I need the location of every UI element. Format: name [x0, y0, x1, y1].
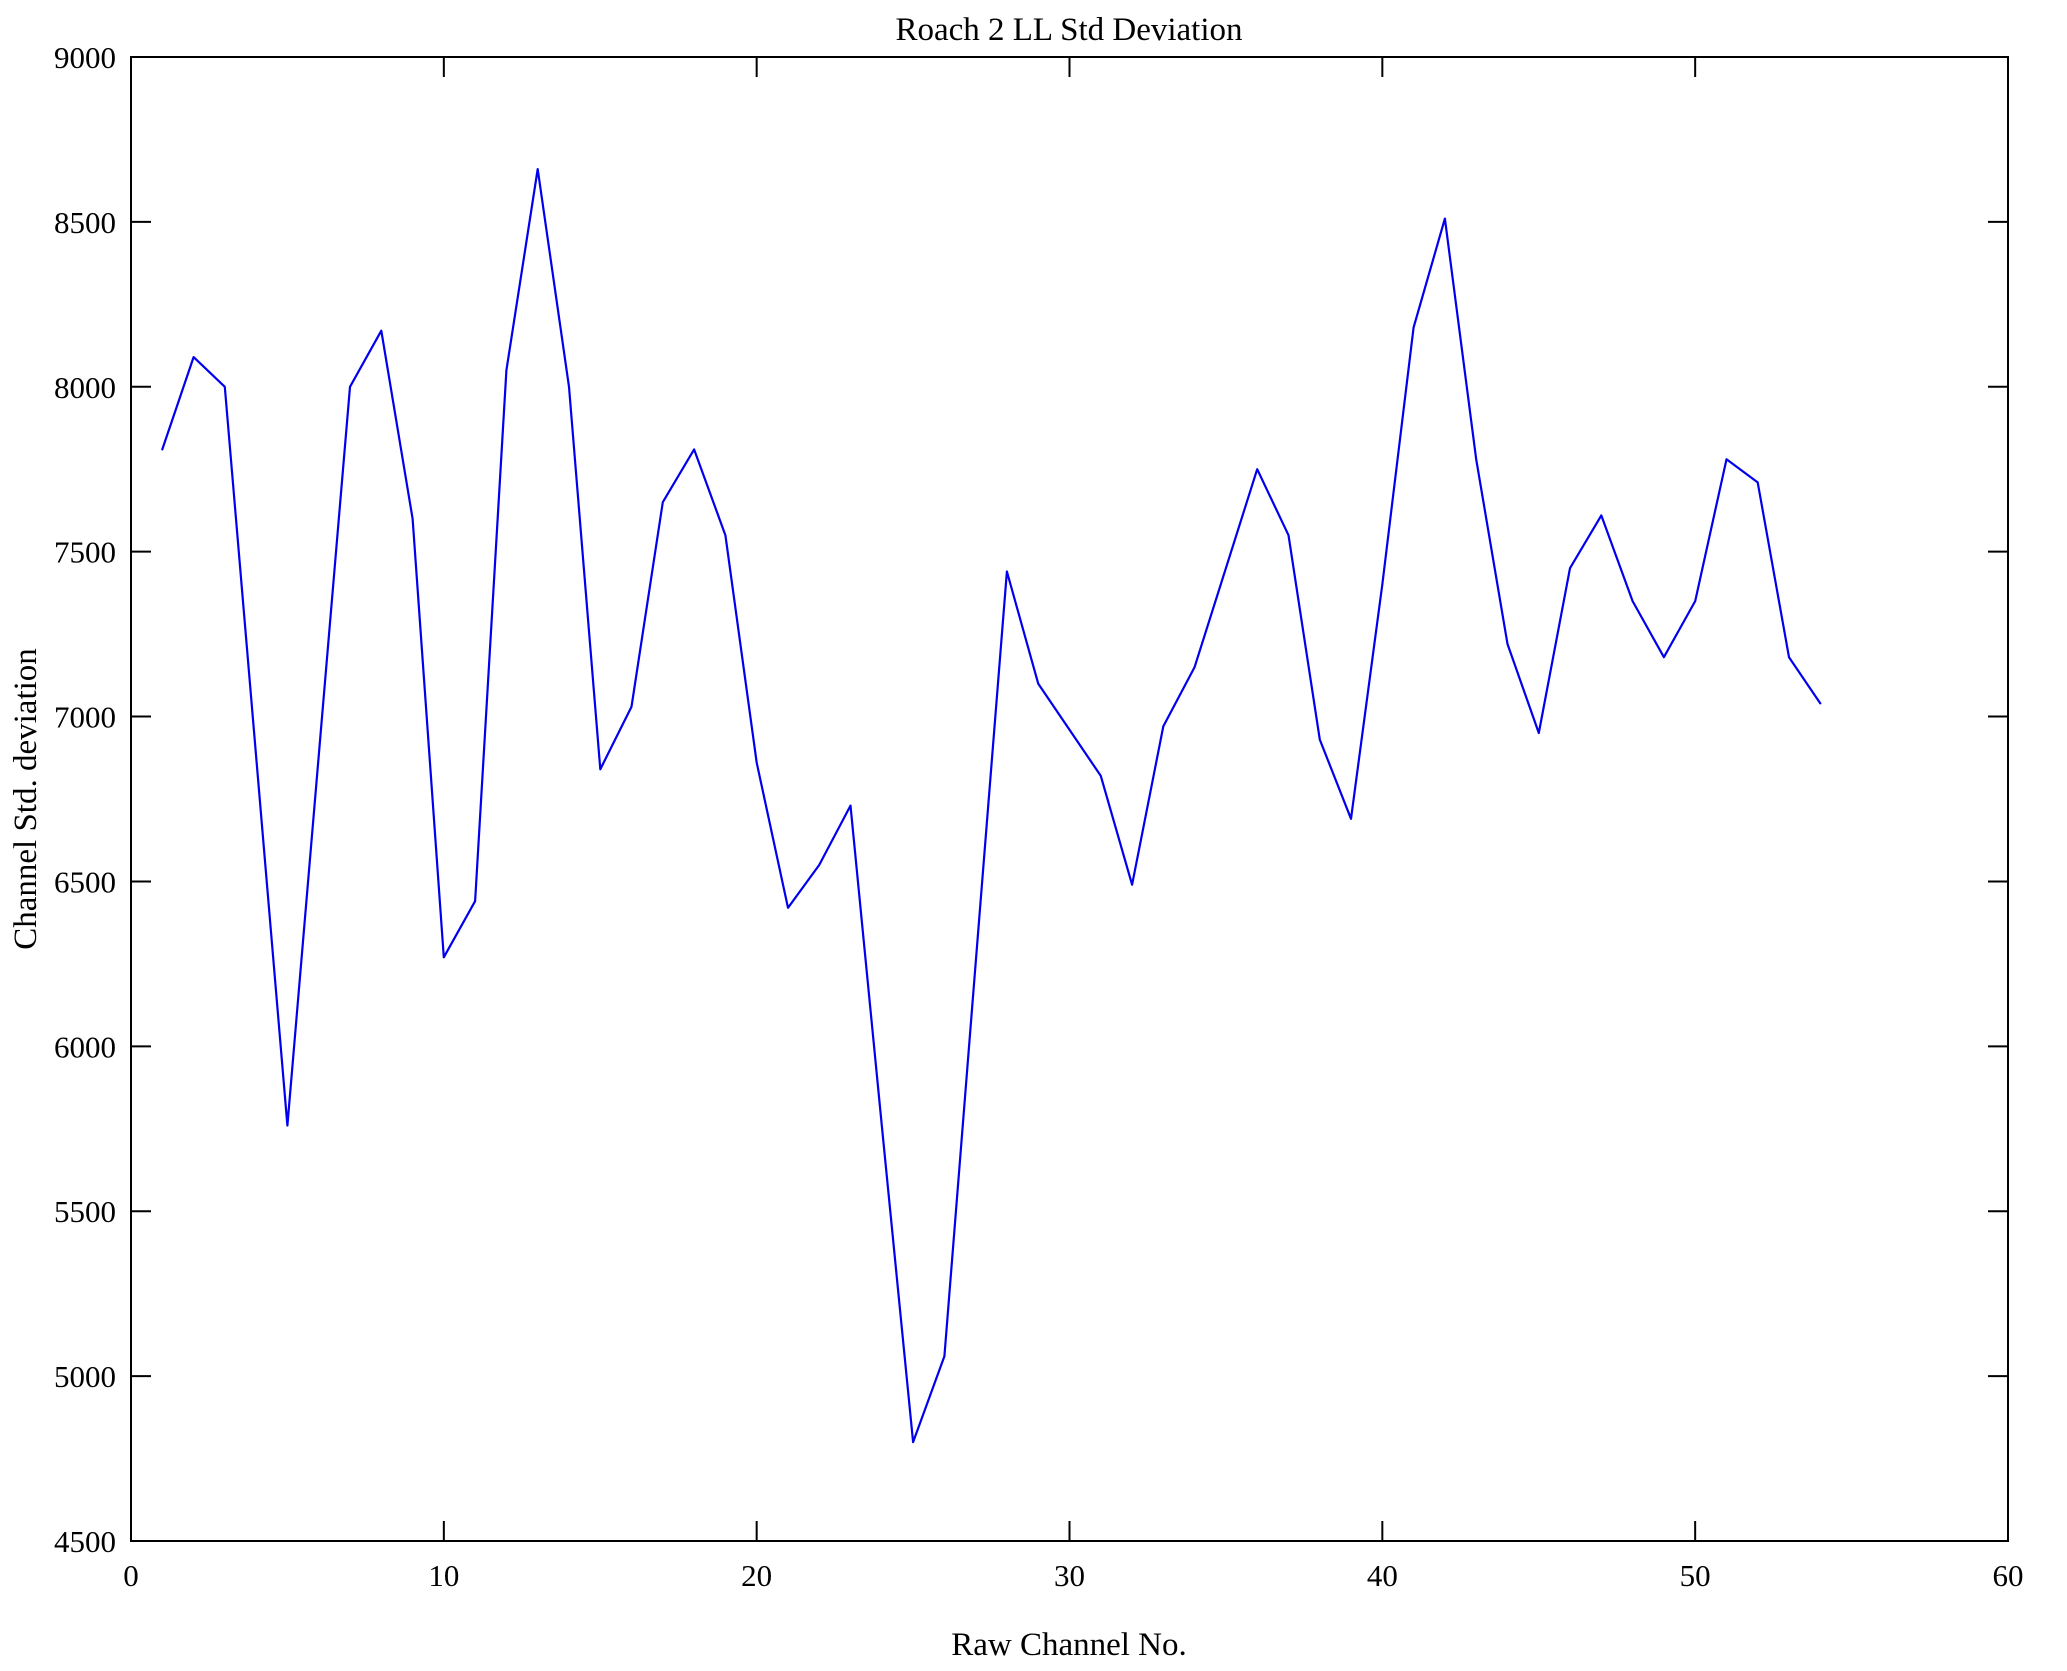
x-tick-label: 50	[1680, 1558, 1711, 1593]
y-tick-label: 6000	[54, 1029, 116, 1064]
x-axis-label: Raw Channel No.	[951, 1627, 1187, 1663]
y-axis-label: Channel Std. deviation	[8, 648, 44, 950]
plot-border	[130, 56, 2009, 1542]
y-tick-label: 4500	[54, 1524, 116, 1559]
y-tick-label: 8500	[54, 205, 116, 240]
y-tick-label: 5500	[54, 1194, 116, 1229]
y-tick-label: 7500	[54, 535, 116, 570]
y-tick-label: 8000	[54, 370, 116, 405]
y-tick-label: 9000	[54, 40, 116, 75]
x-tick-label: 40	[1367, 1558, 1398, 1593]
x-tick-label: 30	[1054, 1558, 1085, 1593]
data-series-line	[161, 168, 1822, 1444]
y-tick-label: 5000	[54, 1359, 116, 1394]
y-tick-label: 7000	[54, 700, 116, 735]
x-tick-label: 0	[123, 1558, 139, 1593]
chart-title: Roach 2 LL Std Deviation	[895, 12, 1242, 48]
x-tick-label: 60	[1993, 1558, 2024, 1593]
x-tick-label: 20	[741, 1558, 772, 1593]
axis-ticks: 0 10 20 30 40 50 60 4500 5000 5500 6000 6500 7000 750…	[54, 40, 2024, 1593]
x-tick-label: 10	[428, 1558, 459, 1593]
y-tick-label: 6500	[54, 864, 116, 899]
